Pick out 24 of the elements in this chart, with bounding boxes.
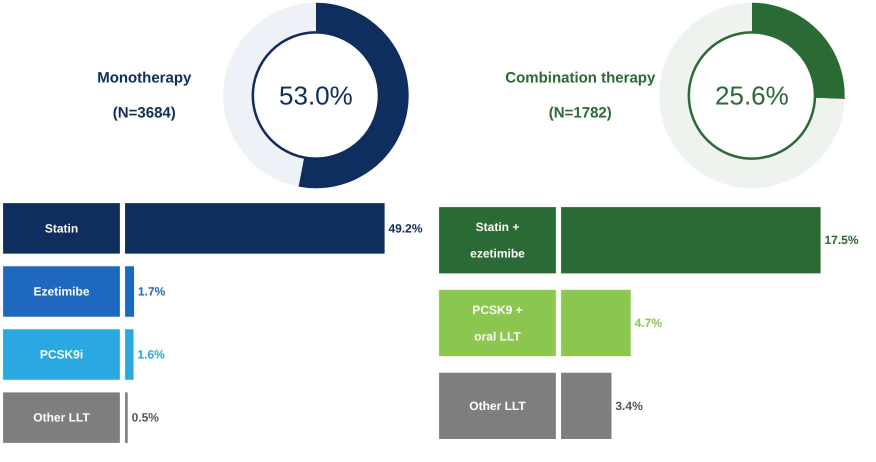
data-label: 3.4%: [615, 398, 644, 413]
bar: [125, 266, 134, 317]
y-tick-label: Other LLT: [33, 410, 90, 425]
text: 53.0%: [279, 80, 353, 110]
data-label: 49.2%: [388, 221, 423, 236]
bar: [125, 329, 134, 380]
y-tick-label: Statin: [44, 221, 78, 236]
text: Combination therapy: [505, 70, 656, 87]
y-tick-label: Statin + ezetimibe: [470, 220, 526, 260]
text: (N=3684): [112, 104, 176, 122]
y-tick-label: Ezetimibe: [33, 284, 90, 298]
text: (N=1782): [548, 104, 612, 122]
text: Monotherapy: [97, 70, 192, 87]
data-label: 1.7%: [138, 284, 166, 298]
data-label: 0.5%: [132, 410, 160, 425]
text: 25.6%: [715, 80, 789, 110]
bar: [125, 203, 385, 254]
y-tick-label: Other LLT: [469, 398, 526, 413]
y-tick-label: PCSK9 + oral LLT: [472, 302, 523, 344]
data-label: 17.5%: [824, 233, 859, 248]
data-label: 4.7%: [634, 316, 662, 330]
data-label: 1.6%: [137, 348, 166, 362]
bar: [125, 392, 128, 443]
y-tick-label: PCSK9i: [40, 348, 84, 362]
